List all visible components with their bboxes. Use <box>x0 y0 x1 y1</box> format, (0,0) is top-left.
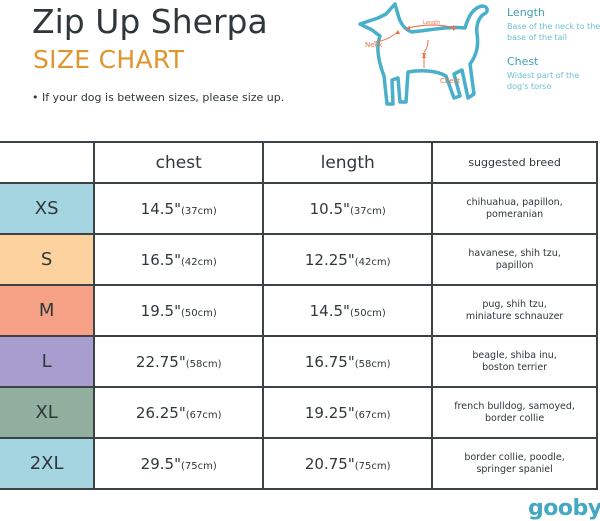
sizing-note: • If your dog is between sizes, please s… <box>32 91 285 104</box>
size-chart-heading: SIZE CHART <box>33 45 185 74</box>
length-cell: 14.5"(50cm) <box>262 284 434 337</box>
table-row: 2XL 29.5"(75cm) 20.75"(75cm) border collie,… <box>0 437 598 490</box>
length-inches: 20.75" <box>304 454 355 473</box>
breed-cell: havanese, shih tzu, papillon <box>431 233 598 286</box>
chest-cm: (37cm) <box>180 205 217 217</box>
table-row: XS 14.5"(37cm) 10.5"(37cm) chihuahua, papil… <box>0 182 598 235</box>
breed-line-2: springer spaniel <box>476 463 553 475</box>
length-inches: 19.25" <box>304 403 355 422</box>
breed-line-1: chihuahua, papillon, <box>466 196 563 208</box>
breed-line-2: miniature schnauzer <box>465 310 564 322</box>
chest-cm: (58cm) <box>185 358 222 370</box>
length-cm: (37cm) <box>349 205 386 217</box>
breed-line-2: pomeranian <box>486 208 544 220</box>
chest-cm: (67cm) <box>185 409 222 421</box>
breed-cell: beagle, shiba inu, boston terrier <box>431 335 598 388</box>
legend-length-description: Base of the neck to the base of the tail <box>507 22 600 42</box>
length-cm: (75cm) <box>354 460 391 472</box>
chest-inches: 19.5" <box>140 301 181 320</box>
length-cell: 19.25"(67cm) <box>262 386 434 439</box>
neck-label: Neck <box>365 41 383 49</box>
chest-inches: 14.5" <box>140 199 181 218</box>
chest-cell: 29.5"(75cm) <box>93 437 265 490</box>
breed-cell: border collie, poodle, springer spaniel <box>431 437 598 490</box>
length-inches: 16.75" <box>304 352 355 371</box>
breed-line-2: boston terrier <box>482 361 548 373</box>
chest-cm: (50cm) <box>180 307 217 319</box>
chest-inches: 16.5" <box>140 250 181 269</box>
size-cell: XS <box>0 182 96 235</box>
dog-measurement-diagram: Neck Length Chest <box>350 0 500 112</box>
chest-cell: 26.25"(67cm) <box>93 386 265 439</box>
breed-line-1: border collie, poodle, <box>464 451 565 463</box>
chest-cell: 19.5"(50cm) <box>93 284 265 337</box>
breed-line-2: papillon <box>495 259 534 271</box>
length-cm: (67cm) <box>354 409 391 421</box>
chest-cm: (75cm) <box>180 460 217 472</box>
size-cell: XL <box>0 386 96 439</box>
breed-cell: chihuahua, papillon, pomeranian <box>431 182 598 235</box>
breed-cell: pug, shih tzu, miniature schnauzer <box>431 284 598 337</box>
length-label: Length <box>423 20 441 26</box>
legend-length-title: Length <box>507 6 545 19</box>
breed-line-2: border collie <box>484 412 545 424</box>
chest-cell: 14.5"(37cm) <box>93 182 265 235</box>
dog-outline-icon <box>358 2 489 106</box>
chest-cell: 22.75"(58cm) <box>93 335 265 388</box>
chest-inches: 26.25" <box>135 403 186 422</box>
size-chart-table: chest length suggested breed XS 14.5"(37c… <box>0 141 598 490</box>
length-inches: 10.5" <box>309 199 350 218</box>
legend-length: Length Base of the neck to the base of t… <box>507 6 600 43</box>
length-cm: (50cm) <box>349 307 386 319</box>
page-title: Zip Up Sherpa <box>32 2 268 41</box>
legend-chest-description: Widest part of the dog's torso <box>507 71 580 91</box>
header-chest: chest <box>93 141 265 184</box>
length-cell: 10.5"(37cm) <box>262 182 434 235</box>
breed-line-1: beagle, shiba inu, <box>472 349 557 361</box>
length-cm: (42cm) <box>354 256 391 268</box>
length-inches: 14.5" <box>309 301 350 320</box>
length-inches: 12.25" <box>304 250 355 269</box>
breed-line-1: havanese, shih tzu, <box>468 247 561 259</box>
length-cm: (58cm) <box>354 358 391 370</box>
table-row: L 22.75"(58cm) 16.75"(58cm) beagle, shiba i… <box>0 335 598 388</box>
chest-label: Chest <box>440 77 461 85</box>
header-size <box>0 141 96 184</box>
chest-inches: 22.75" <box>135 352 186 371</box>
legend-chest: Chest Widest part of the dog's torso <box>507 55 600 92</box>
table-row: XL 26.25"(67cm) 19.25"(67cm) french bulldog… <box>0 386 598 439</box>
breed-cell: french bulldog, samoyed, border collie <box>431 386 598 439</box>
table-row: M 19.5"(50cm) 14.5"(50cm) pug, shih tzu, min… <box>0 284 598 337</box>
chest-inches: 29.5" <box>140 454 181 473</box>
size-cell: L <box>0 335 96 388</box>
length-cell: 12.25"(42cm) <box>262 233 434 286</box>
chest-cm: (42cm) <box>180 256 217 268</box>
measurement-legend: Length Base of the neck to the base of t… <box>507 6 600 104</box>
length-cell: 16.75"(58cm) <box>262 335 434 388</box>
table-row: S 16.5"(42cm) 12.25"(42cm) havanese, shih t… <box>0 233 598 286</box>
size-cell: M <box>0 284 96 337</box>
size-cell: S <box>0 233 96 286</box>
size-cell: 2XL <box>0 437 96 490</box>
header-suggested-breed: suggested breed <box>431 141 598 184</box>
header-length: length <box>262 141 434 184</box>
logo-text: gooby <box>528 496 600 521</box>
legend-chest-title: Chest <box>507 55 539 68</box>
gooby-logo: gooby® <box>528 496 600 521</box>
breed-line-1: pug, shih tzu, <box>482 298 547 310</box>
length-cell: 20.75"(75cm) <box>262 437 434 490</box>
table-header-row: chest length suggested breed <box>0 141 598 184</box>
chest-cell: 16.5"(42cm) <box>93 233 265 286</box>
breed-line-1: french bulldog, samoyed, <box>454 400 575 412</box>
